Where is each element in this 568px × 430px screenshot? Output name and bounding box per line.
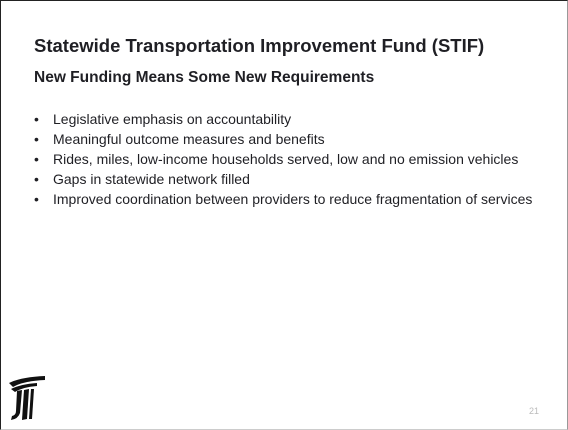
slide-title: Statewide Transportation Improvement Fun… [34, 35, 485, 56]
bullet-item: Improved coordination between providers … [34, 191, 534, 208]
slide-subtitle: New Funding Means Some New Requirements [34, 69, 375, 86]
logo [9, 376, 45, 420]
bullet-list: Legislative emphasis on accountability Me… [34, 111, 534, 211]
bullet-item: Gaps in statewide network filled [34, 171, 534, 188]
bullet-item: Rides, miles, low-income households serv… [34, 151, 534, 168]
page-number: 21 [529, 406, 540, 416]
bullet-item: Legislative emphasis on accountability [34, 111, 534, 128]
bullet-item: Meaningful outcome measures and benefits [34, 131, 534, 148]
